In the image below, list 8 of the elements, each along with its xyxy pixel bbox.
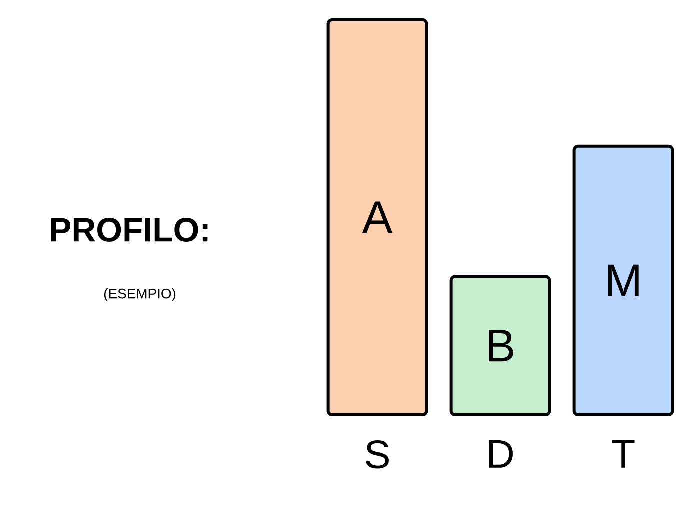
annotation: M	[608, 264, 639, 296]
annotation: A	[362, 202, 393, 234]
text: PROFILO:	[51, 218, 208, 242]
x-tick-label: T	[612, 440, 635, 468]
annotation: B	[488, 330, 514, 362]
text: (ESEMPIO)	[104, 288, 176, 302]
x-tick-label: S	[366, 440, 389, 469]
x-tick-label: D	[489, 440, 513, 468]
